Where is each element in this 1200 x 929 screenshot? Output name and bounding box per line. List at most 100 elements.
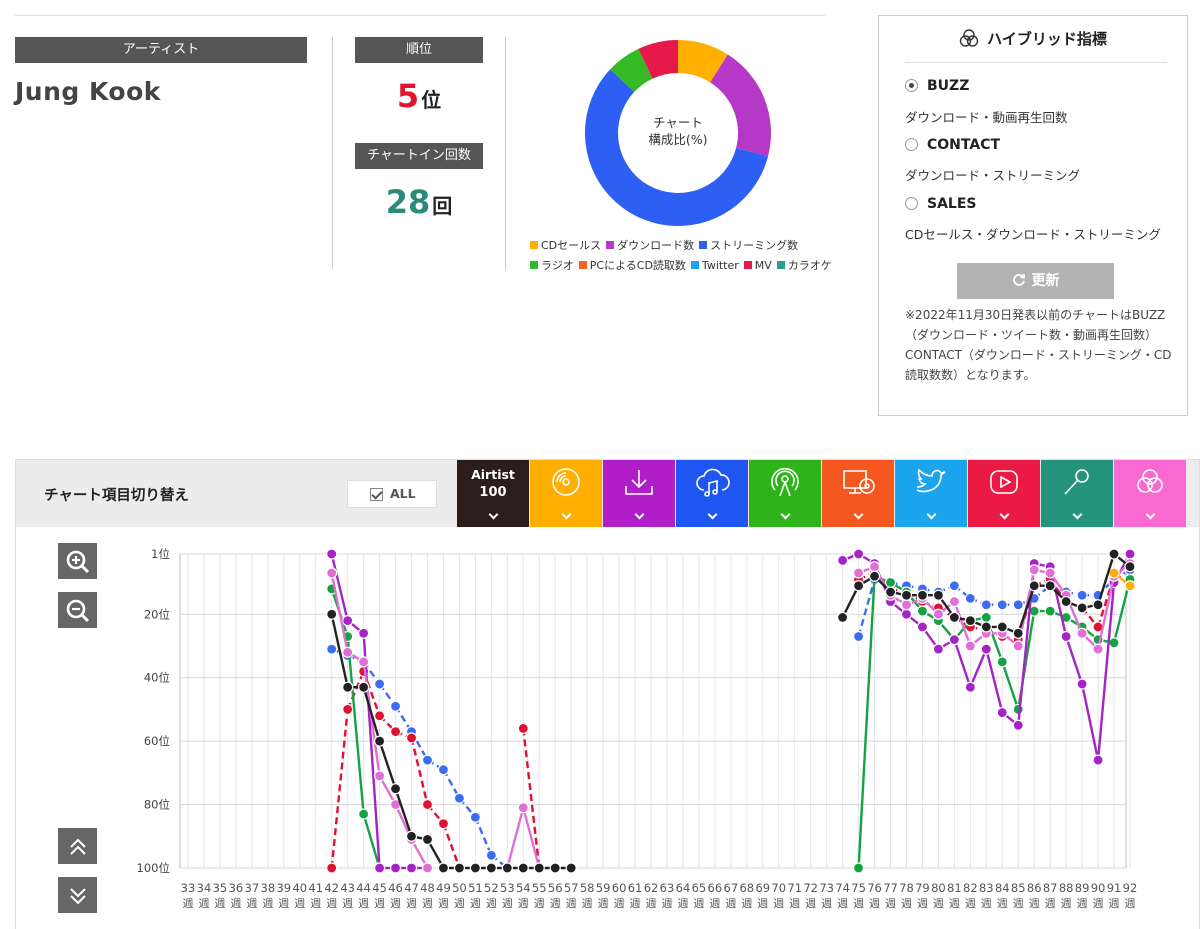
data-point[interactable]: [485, 849, 497, 861]
data-point[interactable]: [373, 735, 386, 747]
tab-airtist[interactable]: Airtist 100: [457, 460, 529, 527]
data-point[interactable]: [421, 833, 434, 846]
data-point[interactable]: [326, 548, 338, 560]
data-point[interactable]: [501, 862, 513, 874]
data-point[interactable]: [358, 681, 370, 693]
data-point[interactable]: [852, 548, 865, 560]
data-point[interactable]: [453, 862, 466, 874]
data-point[interactable]: [342, 703, 354, 716]
data-point[interactable]: [916, 589, 929, 601]
data-point[interactable]: [932, 589, 945, 601]
data-point[interactable]: [900, 608, 913, 620]
data-point[interactable]: [437, 862, 450, 874]
tab-cd[interactable]: [530, 460, 602, 527]
data-point[interactable]: [916, 605, 929, 617]
data-point[interactable]: [405, 830, 418, 842]
data-point[interactable]: [948, 580, 960, 592]
data-point[interactable]: [533, 862, 545, 874]
data-point[interactable]: [964, 640, 976, 652]
data-point[interactable]: [1028, 580, 1040, 592]
data-point[interactable]: [373, 710, 386, 722]
option-contact[interactable]: CONTACT: [905, 137, 1000, 153]
data-point[interactable]: [1060, 630, 1072, 643]
data-point[interactable]: [358, 627, 370, 639]
data-point[interactable]: [549, 862, 561, 874]
data-point[interactable]: [342, 646, 354, 658]
data-point[interactable]: [916, 621, 929, 633]
data-point[interactable]: [900, 599, 913, 611]
data-point[interactable]: [980, 643, 992, 655]
all-checkbox[interactable]: [370, 488, 383, 501]
data-point[interactable]: [1076, 678, 1088, 690]
data-point[interactable]: [405, 732, 418, 744]
data-point[interactable]: [996, 706, 1008, 719]
contact-radio[interactable]: [905, 138, 918, 151]
data-point[interactable]: [868, 570, 881, 582]
data-point[interactable]: [517, 722, 529, 735]
data-point[interactable]: [837, 611, 849, 624]
tab-hybrid[interactable]: [1114, 460, 1186, 527]
data-point[interactable]: [996, 621, 1008, 633]
data-point[interactable]: [868, 561, 881, 573]
data-point[interactable]: [1012, 640, 1024, 652]
data-point[interactable]: [373, 862, 386, 874]
data-point[interactable]: [1044, 567, 1056, 579]
data-point[interactable]: [469, 862, 481, 874]
data-point[interactable]: [469, 811, 481, 823]
data-point[interactable]: [326, 643, 338, 655]
data-point[interactable]: [1124, 548, 1136, 560]
data-point[interactable]: [421, 862, 434, 874]
data-point[interactable]: [517, 862, 529, 874]
sales-radio[interactable]: [905, 197, 918, 210]
data-point[interactable]: [1044, 605, 1056, 617]
data-point[interactable]: [389, 783, 402, 795]
data-point[interactable]: [437, 817, 450, 830]
data-point[interactable]: [373, 678, 386, 690]
data-point[interactable]: [1124, 561, 1136, 573]
data-point[interactable]: [1076, 589, 1088, 601]
data-point[interactable]: [358, 656, 370, 668]
data-point[interactable]: [389, 726, 402, 738]
data-point[interactable]: [980, 611, 992, 624]
data-point[interactable]: [1108, 548, 1120, 560]
data-point[interactable]: [1028, 564, 1040, 576]
data-point[interactable]: [948, 611, 960, 624]
data-point[interactable]: [1092, 599, 1104, 611]
data-point[interactable]: [1076, 602, 1088, 614]
tab-pc[interactable]: [822, 460, 894, 527]
data-point[interactable]: [964, 592, 976, 605]
data-point[interactable]: [884, 576, 897, 589]
all-toggle[interactable]: ALL: [347, 480, 437, 508]
data-point[interactable]: [1076, 627, 1088, 639]
data-point[interactable]: [421, 798, 434, 811]
data-point[interactable]: [980, 621, 992, 633]
tab-radio[interactable]: [749, 460, 821, 527]
data-point[interactable]: [837, 554, 849, 566]
data-point[interactable]: [565, 862, 577, 874]
data-point[interactable]: [1124, 580, 1136, 592]
data-point[interactable]: [326, 567, 338, 579]
data-point[interactable]: [1060, 595, 1072, 608]
data-point[interactable]: [1012, 627, 1024, 639]
data-point[interactable]: [932, 643, 945, 655]
data-point[interactable]: [437, 764, 450, 776]
data-point[interactable]: [852, 567, 865, 579]
data-point[interactable]: [948, 634, 960, 646]
scroll-down-button[interactable]: [58, 877, 97, 913]
buzz-radio[interactable]: [905, 79, 918, 92]
data-point[interactable]: [405, 862, 418, 874]
data-point[interactable]: [948, 595, 960, 608]
data-point[interactable]: [964, 681, 976, 693]
data-point[interactable]: [884, 586, 897, 598]
data-point[interactable]: [485, 862, 497, 874]
data-point[interactable]: [453, 792, 466, 804]
data-point[interactable]: [1012, 599, 1024, 611]
data-point[interactable]: [358, 808, 370, 820]
data-point[interactable]: [964, 615, 976, 627]
tab-streaming[interactable]: [676, 460, 748, 527]
data-point[interactable]: [389, 862, 402, 874]
data-point[interactable]: [1108, 637, 1120, 649]
zoom-out-button[interactable]: [58, 592, 97, 628]
data-point[interactable]: [932, 608, 945, 620]
option-buzz[interactable]: BUZZ: [905, 78, 969, 94]
